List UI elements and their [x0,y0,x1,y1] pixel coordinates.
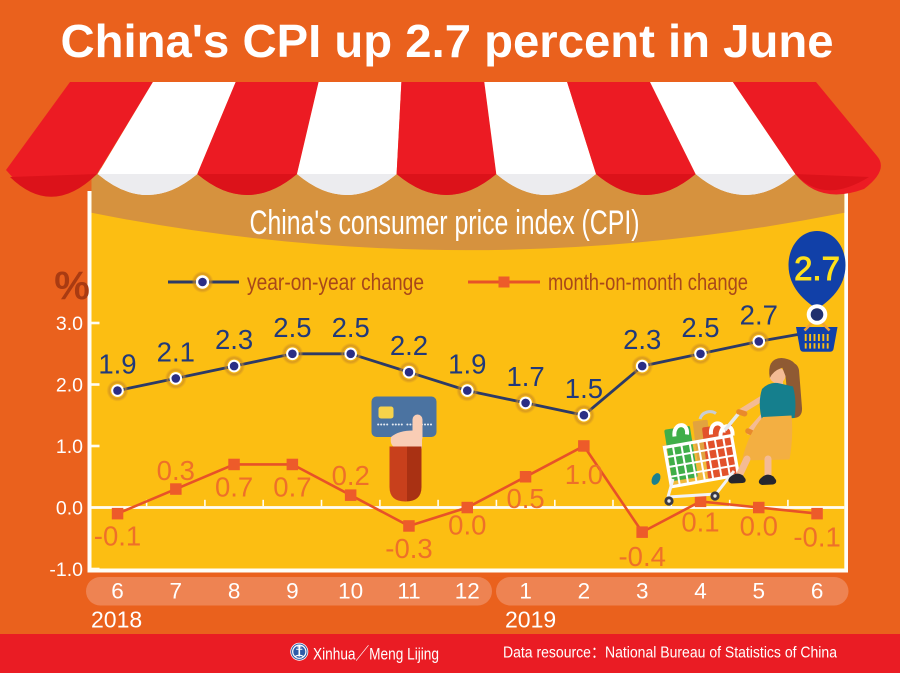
svg-text:1: 1 [519,579,532,604]
svg-text:6: 6 [111,579,124,604]
svg-text:0.7: 0.7 [273,471,311,502]
svg-text:1.5: 1.5 [565,373,603,404]
svg-text:China's CPI up 2.7 percent in: China's CPI up 2.7 percent in June [61,15,834,67]
svg-text:month-on-month change: month-on-month change [548,269,748,295]
svg-text:1.9: 1.9 [98,349,136,380]
svg-text:year-on-year change: year-on-year change [247,269,424,295]
svg-text:2.7: 2.7 [740,299,778,330]
svg-text:2: 2 [578,579,591,604]
svg-text:1.0: 1.0 [56,436,83,458]
svg-text:-1.0: -1.0 [49,559,83,581]
svg-text:2.3: 2.3 [623,324,661,355]
svg-text:0.0: 0.0 [740,511,778,542]
svg-text:12: 12 [455,579,480,604]
svg-text:7: 7 [170,579,183,604]
svg-text:5: 5 [753,579,766,604]
svg-text:0.0: 0.0 [56,497,83,519]
svg-text:2.7: 2.7 [794,250,840,287]
svg-text:3.0: 3.0 [56,313,83,335]
svg-text:2.1: 2.1 [157,336,195,367]
svg-text:11: 11 [397,579,420,604]
svg-text:4: 4 [694,579,707,604]
svg-text:Data resource：National Bureau: Data resource：National Bureau of Statist… [503,645,837,662]
svg-text:0.1: 0.1 [681,506,719,537]
svg-text:-0.1: -0.1 [94,521,141,552]
svg-text:2.2: 2.2 [390,330,428,361]
svg-text:1.7: 1.7 [506,361,544,392]
svg-text:0.7: 0.7 [215,471,253,502]
svg-text:3: 3 [636,579,649,604]
svg-text:0.5: 0.5 [506,483,544,514]
svg-text:6: 6 [811,579,824,604]
svg-text:9: 9 [286,579,299,604]
svg-text:-0.4: -0.4 [619,541,666,572]
svg-text:2.3: 2.3 [215,324,253,355]
svg-text:1.0: 1.0 [565,459,603,490]
svg-text:0.3: 0.3 [157,455,195,486]
svg-text:10: 10 [338,579,363,604]
svg-text:2.5: 2.5 [273,312,311,343]
svg-text:China's consumer price index (: China's consumer price index (CPI) [250,204,640,242]
svg-text:-0.1: -0.1 [793,522,840,553]
svg-text:2018: 2018 [91,607,142,633]
svg-text:0.0: 0.0 [448,510,486,541]
svg-text:1.9: 1.9 [448,349,486,380]
svg-text:0.2: 0.2 [332,460,370,491]
svg-text:2019: 2019 [505,607,556,633]
svg-text:8: 8 [228,579,241,604]
svg-text:Xinhua／Meng Lijing: Xinhua／Meng Lijing [313,645,439,664]
svg-text:2.5: 2.5 [332,312,370,343]
svg-text:2.0: 2.0 [56,374,83,396]
svg-text:%: % [54,264,90,308]
svg-text:2.5: 2.5 [681,312,719,343]
svg-text:-0.3: -0.3 [385,533,432,564]
